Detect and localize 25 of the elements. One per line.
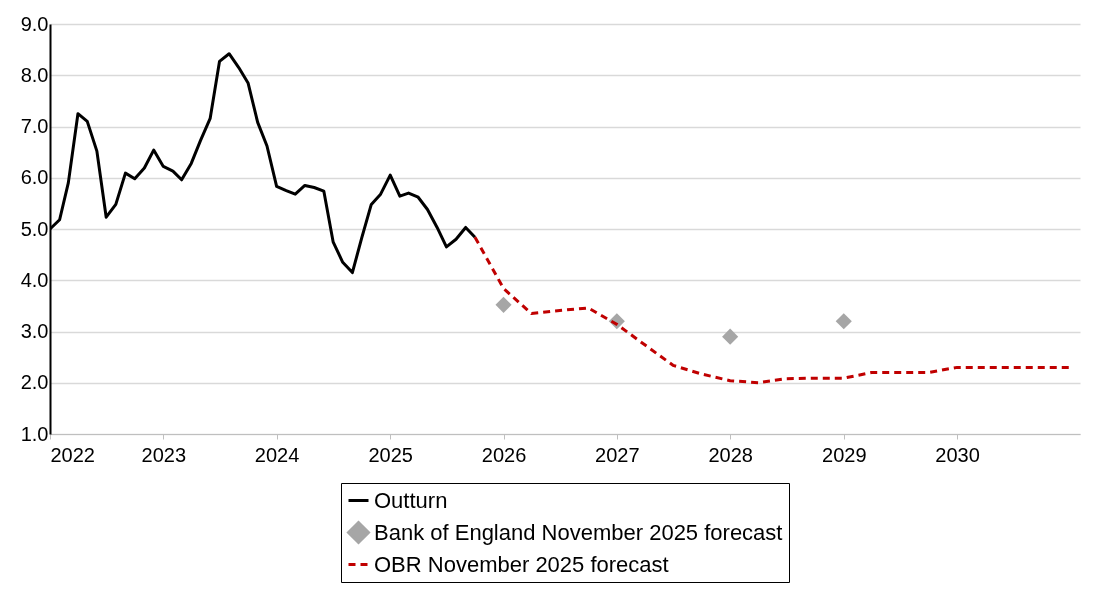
x-tick-label: 2029 [822,443,867,466]
y-tick-label: 4.0 [20,268,49,291]
x-tick-label: 2028 [708,443,753,466]
x-tick-label: 2025 [368,443,413,466]
y-tick-label: 3.0 [20,320,49,342]
y-tick-label: 7.0 [20,115,49,137]
y-tick-label: 5.0 [20,217,49,240]
legend-label: Bank of England November 2025 forecast [374,519,783,545]
x-tick-label: 2026 [481,443,527,466]
y-tick-label: 1.0 [20,422,49,445]
point [835,313,852,330]
x-tick-label: 2022 [50,443,95,466]
point [495,296,512,313]
y-tick-label: 2.0 [20,371,49,394]
line-series [473,235,1072,385]
x-tick-label: 2024 [254,443,300,466]
legend-label: Outturn [374,487,448,513]
y-tick-label: 8.0 [20,63,49,86]
y-tick-label: 9.0 [20,12,49,35]
x-tick-label: 2027 [595,443,640,466]
legend-label: OBR November 2025 forecast [374,551,669,577]
x-tick-label: 2023 [141,443,187,466]
x-tick-label: 2030 [935,443,980,466]
point [722,328,739,345]
y-tick-label: 6.0 [20,166,49,189]
